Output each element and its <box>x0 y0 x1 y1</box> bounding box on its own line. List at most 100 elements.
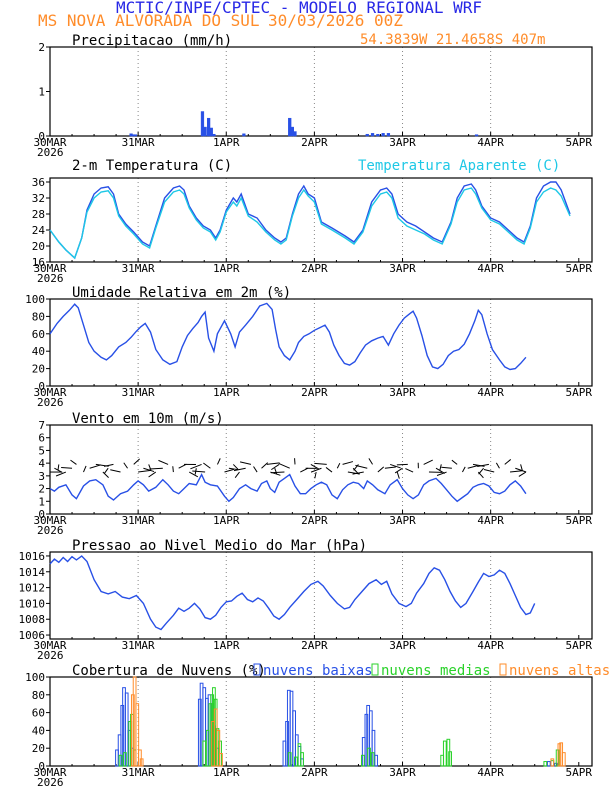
panel-4-wind-arrow <box>483 468 495 473</box>
panel-4-wind-arrow <box>138 469 151 473</box>
panel-4-wind-arrow <box>216 458 221 465</box>
panel-4-wind-arrow <box>253 466 258 473</box>
panel-4-wind-arrow <box>390 463 401 469</box>
panel-4-wind-arrow <box>70 459 77 465</box>
panel-2-year-label: 2026 <box>37 272 64 285</box>
panel-5-ytick-label: 1010 <box>19 597 46 610</box>
panel-4-wind-arrow <box>232 464 239 470</box>
panel-6-ytick-label: 100 <box>25 671 45 684</box>
panel-6-nuvens-medias-bar <box>202 740 207 767</box>
panel-3-ytick-label: 100 <box>25 293 45 306</box>
panel-3-ytick-label: 80 <box>32 310 45 323</box>
panel-3-ytick-label: 60 <box>32 328 45 341</box>
panel-3-xtick-label: 2APR <box>301 386 328 399</box>
panel-6-nuvens-medias-bar <box>543 761 548 767</box>
panel-6-nuvens-medias-bar <box>300 752 304 767</box>
panel-6-xtick-label: 30MAR <box>33 766 66 779</box>
panel-1-precipitacao-bar <box>381 133 385 137</box>
panel-2-title: 2-m Temperatura (C) <box>72 158 232 174</box>
panel-4-wind-arrow <box>266 462 280 465</box>
panel-1-precipitacao-bar <box>370 133 375 137</box>
panel-6-nuvens-medias-bar <box>448 751 452 767</box>
panel-4-ytick-label: 7 <box>38 419 45 432</box>
panel-3-xtick-label: 31MAR <box>122 386 155 399</box>
panel-6-nuvens-altas-bar <box>139 758 144 767</box>
panel-3-year-label: 2026 <box>37 396 64 409</box>
panel-6-ytick-label: 60 <box>32 707 45 720</box>
panel-6-nuvens-altas-bar <box>135 703 140 767</box>
panel-4-wind-arrow <box>405 468 414 473</box>
panel-4-wind-arrow <box>423 459 433 465</box>
panel-5-xtick-label: 1APR <box>213 639 240 652</box>
panel-4-xtick-label: 30MAR <box>33 514 66 527</box>
panel-6-title: Cobertura de Nuvens (%) <box>72 663 266 679</box>
header-location: MS NOVA ALVORADA DO SUL <box>38 11 260 30</box>
panel-1-precipitacao-bar <box>474 134 479 137</box>
panel-6-year-label: 2026 <box>37 776 64 789</box>
panel-2-legend: Temperatura Aparente (C) <box>358 158 560 174</box>
panel-4-ytick-label: 2 <box>38 483 45 496</box>
panel-1-xtick-label: 30MAR <box>33 136 66 149</box>
panel-5-xtick-label: 30MAR <box>33 639 66 652</box>
panel-5-ytick-label: 1014 <box>19 566 46 579</box>
panel-4-wind-arrow <box>352 471 364 475</box>
panel-5-ytick-label: 1006 <box>19 629 46 642</box>
panel-1-precipitacao-bar <box>290 126 294 137</box>
panel-4-wind-arrow <box>504 459 512 465</box>
panel-4-wind-arrow <box>439 464 442 471</box>
panel-3-ytick-label: 0 <box>38 380 45 393</box>
panel-2-xtick-label: 31MAR <box>122 262 155 275</box>
panel-4-wind-arrow <box>158 459 169 465</box>
panel-2-xtick-label: 4APR <box>477 262 504 275</box>
panel-4-wind-arrow <box>435 467 446 474</box>
panel-6-nuvens-medias-bar <box>287 752 292 767</box>
panel-1-xtick-label: 3APR <box>389 136 416 149</box>
panel-4-ytick-label: 4 <box>38 457 45 470</box>
panel-4-year-label: 2026 <box>37 524 64 537</box>
panel-4-wind-arrow <box>441 466 452 469</box>
panel-4-wind-arrow <box>478 467 484 475</box>
panel-3-umidade-line <box>49 302 527 371</box>
panel-4-wind-arrow <box>377 466 385 473</box>
panel-4-wind-arrow <box>271 463 280 471</box>
panel-4-ytick-label: 3 <box>38 470 45 483</box>
panel-1-precipitacao-bar <box>131 134 135 137</box>
panel-2-temperatura-aparente-line <box>49 187 571 260</box>
panel-4-wind-arrow <box>148 471 157 478</box>
panel-6-ytick-label: 20 <box>32 742 45 755</box>
panel-5-title: Pressao ao Nivel Medio do Mar (hPa) <box>72 538 367 554</box>
panel-4-wind-arrow <box>103 463 114 467</box>
panel-6-xtick-label: 1APR <box>213 766 240 779</box>
panel-6-xtick-label: 4APR <box>477 766 504 779</box>
panel-6-legend-label: nuvens baixas <box>263 663 373 679</box>
panel-5-xtick-label: 3APR <box>389 639 416 652</box>
panel-1-precipitacao-bar <box>212 133 216 137</box>
panel-2-ytick-label: 32 <box>32 192 45 205</box>
panel-4-wind-arrow <box>515 467 527 473</box>
panel-6-nuvens-medias-bar <box>123 752 127 767</box>
panel-4-wind-arrow <box>518 471 527 477</box>
panel-1-precipitacao-bar <box>288 117 292 137</box>
panel-6-ytick-label: 40 <box>32 724 45 737</box>
panel-4-wind-arrow <box>462 466 466 473</box>
panel-4-wind-arrow <box>190 463 202 470</box>
panel-4-xtick-label: 31MAR <box>122 514 155 527</box>
panel-4-vento-line <box>49 473 527 503</box>
panel-2-ytick-label: 24 <box>32 224 46 237</box>
panel-4-wind-arrow <box>384 466 396 469</box>
panel-6-xtick-label: 31MAR <box>122 766 155 779</box>
panel-4-wind-arrow <box>104 467 109 474</box>
panel-1-precipitacao-bar <box>376 133 380 137</box>
panel-6-ytick-label: 0 <box>38 760 45 773</box>
panel-4-wind-arrow <box>472 463 485 467</box>
panel-1-xtick-label: 31MAR <box>122 136 155 149</box>
panel-4-ytick-label: 5 <box>38 444 45 457</box>
panel-6-legend-swatch <box>253 663 261 676</box>
panel-2-xtick-label: 1APR <box>213 262 240 275</box>
panel-1-frame <box>49 46 593 137</box>
panel-5-ytick-label: 1016 <box>19 550 46 563</box>
panel-3-ytick-label: 40 <box>32 345 45 358</box>
panel-4-wind-arrow <box>123 462 128 469</box>
panel-4-ytick-label: 6 <box>38 432 45 445</box>
